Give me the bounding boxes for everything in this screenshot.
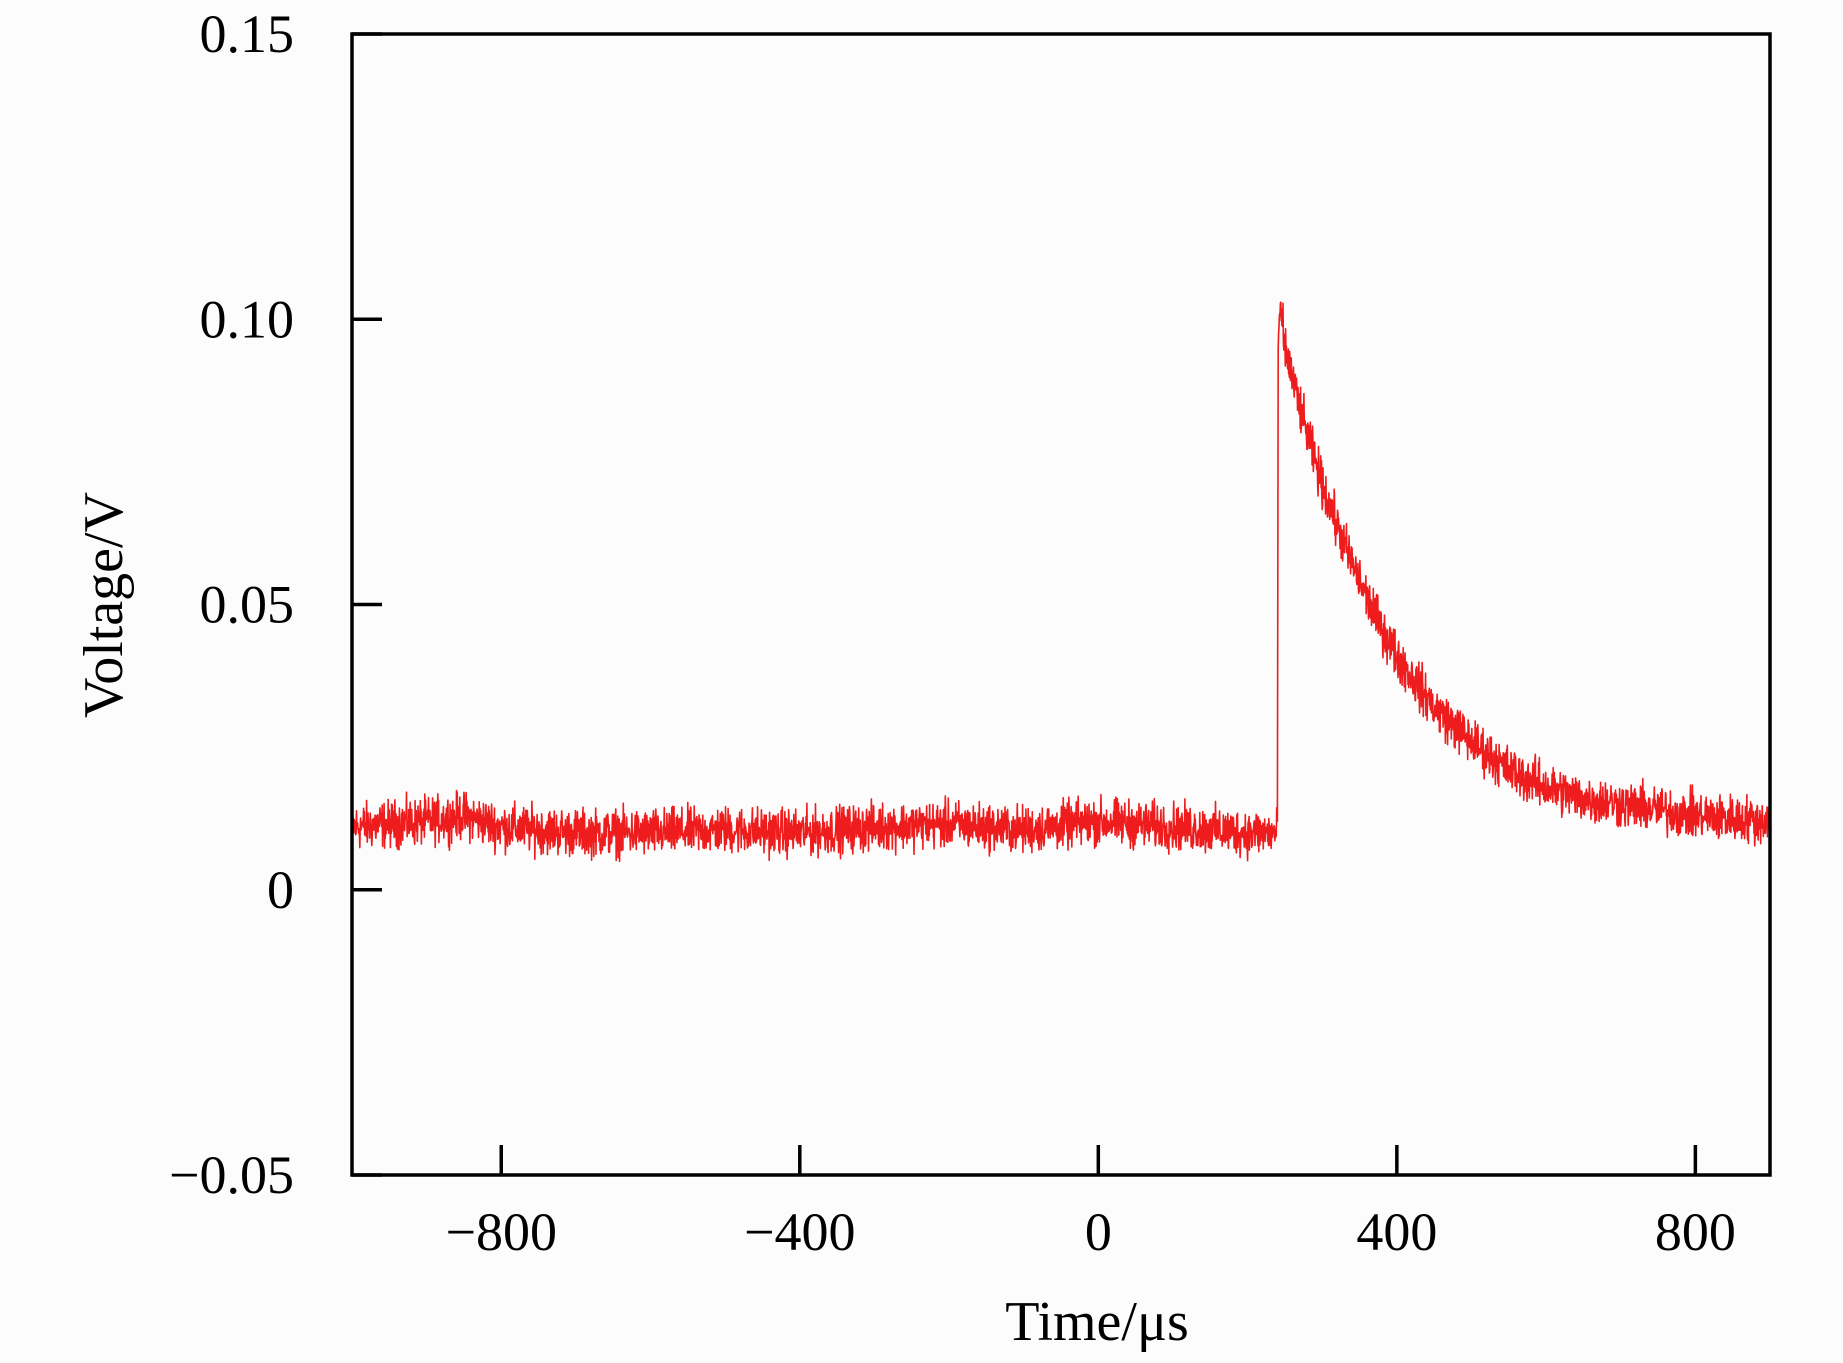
x-axis-title: Time/μs	[1005, 1291, 1189, 1353]
x-tick-label: −800	[446, 1202, 557, 1262]
x-tick-label: 0	[1085, 1202, 1112, 1262]
x-tick-label: 400	[1356, 1202, 1437, 1262]
y-tick-label: −0.05	[169, 1145, 294, 1205]
axes: −800 −400 0 400 800 −0.05 0 0.05 0.10 0.15	[169, 4, 1772, 1262]
y-tick-label: 0	[267, 860, 294, 920]
plot-frame	[350, 32, 1772, 1177]
plot-area	[351, 301, 1771, 863]
x-tick-label: −400	[744, 1202, 855, 1262]
y-tick-label: 0.15	[200, 4, 295, 64]
series-line-1	[351, 301, 1771, 863]
y-axis-title: Voltage/V	[73, 492, 135, 718]
y-tick-label: 0.10	[200, 289, 295, 349]
x-tick-label: 800	[1655, 1202, 1736, 1262]
y-tick-label: 0.05	[200, 575, 295, 635]
